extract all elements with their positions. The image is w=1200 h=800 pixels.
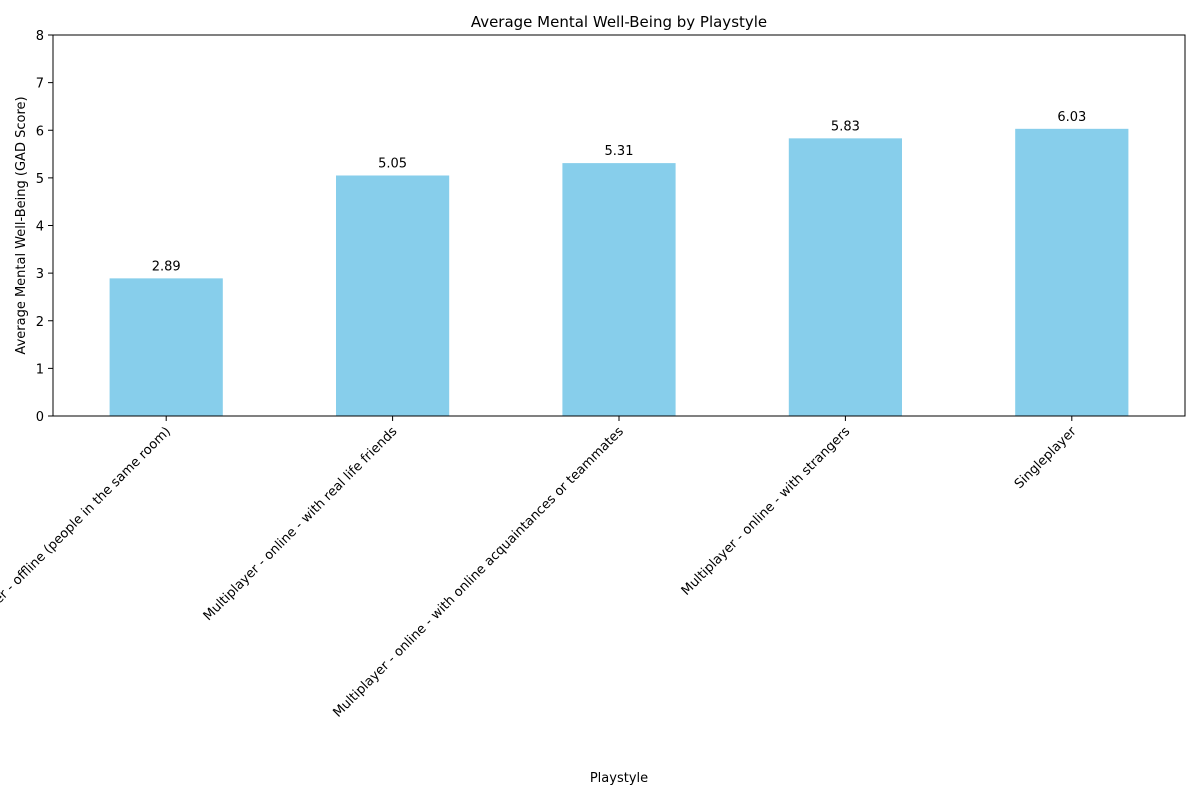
y-tick-label: 0 <box>36 410 44 425</box>
x-tick-label: Multiplayer - online - with strangers <box>679 424 854 599</box>
bar <box>788 138 902 416</box>
y-tick-label: 4 <box>36 220 44 235</box>
plot-frame <box>52 34 1186 417</box>
bar <box>109 278 223 416</box>
data-label: 5.05 <box>378 156 407 171</box>
data-label: 2.89 <box>152 259 181 274</box>
x-axis-label: Playstyle <box>590 771 648 786</box>
y-tick-label: 2 <box>36 315 44 330</box>
x-tick-label: Multiplayer - offline (people in the sam… <box>0 424 174 649</box>
y-axis: 0 1 2 3 4 5 6 7 8 <box>36 29 53 425</box>
data-labels-group: 2.89 5.05 5.31 5.83 6.03 <box>152 110 1087 275</box>
data-label: 6.03 <box>1057 110 1086 125</box>
y-tick-label: 1 <box>36 362 44 377</box>
y-tick-label: 7 <box>36 77 44 92</box>
data-label: 5.31 <box>605 144 634 159</box>
bar <box>562 163 676 416</box>
data-label: 5.83 <box>831 119 860 134</box>
x-axis: Multiplayer - offline (people in the sam… <box>0 416 1080 721</box>
y-tick-label: 6 <box>36 124 44 139</box>
bar <box>336 175 450 416</box>
x-tick-label: Multiplayer - online - with real life fr… <box>201 424 401 624</box>
y-tick-label: 3 <box>36 267 44 282</box>
chart-title: Average Mental Well-Being by Playstyle <box>471 13 767 31</box>
x-tick-label: Singleplayer <box>1012 424 1080 492</box>
y-tick-label: 8 <box>36 29 44 44</box>
bars-group <box>109 128 1129 417</box>
bar <box>1015 128 1129 417</box>
y-axis-label: Average Mental Well-Being (GAD Score) <box>14 96 29 354</box>
y-tick-label: 5 <box>36 172 44 187</box>
x-tick-label: Multiplayer - online - with online acqua… <box>330 424 627 721</box>
